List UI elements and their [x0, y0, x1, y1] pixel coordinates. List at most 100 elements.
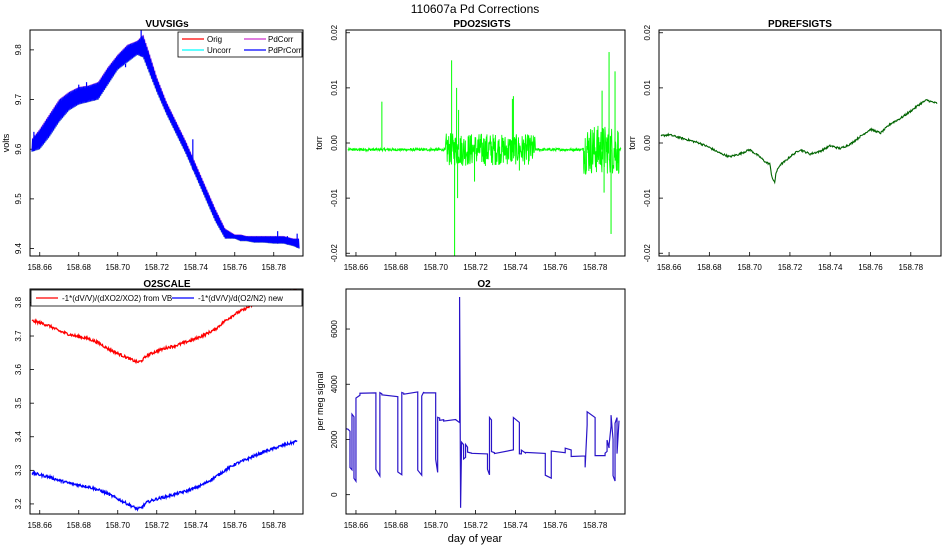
ytick-label-pdo2sigts: 0.01: [330, 80, 339, 96]
xtick-label-vuvsigs: 158.74: [184, 263, 209, 272]
legend-label-o2scale-vb: -1*(dV/V)/(dXO2/XO2) from VB: [62, 294, 172, 303]
ytick-label-pdrefsigts: -0.01: [643, 188, 652, 207]
xtick-label-vuvsigs: 158.76: [223, 263, 248, 272]
panel-pdo2sigts: PDO2SIGTS 158.66 158.68 158.70 158.72 158.74…: [314, 19, 626, 272]
legend-label-o2scale-new: -1*(dV/V)/d(O2/N2) new: [198, 294, 283, 303]
panel-title-o2: O2: [477, 279, 491, 290]
series-pdo2: [347, 125, 622, 175]
ytick-label-vuvsigs: 9.4: [14, 242, 23, 254]
figure-xlabel: day of year: [448, 533, 503, 545]
ytick-label-vuvsigs: 9.7: [14, 93, 23, 105]
panel-o2scale: O2SCALE 158.66 158.68 158.70 158.72 158.74 15…: [14, 279, 304, 530]
legend-box-vuvsigs: [177, 31, 303, 58]
panel-title-vuvsigs: VUVSIGs: [145, 19, 189, 30]
ytick-label-o2scale: 3.3: [14, 464, 23, 476]
legend-label-pdcorr: PdCorr: [268, 35, 294, 44]
ytick-label-o2scale: 3.8: [14, 296, 23, 308]
xtick-label-pdrefsigts: 158.74: [818, 263, 843, 272]
ytick-label-pdrefsigts: 0.00: [643, 135, 652, 151]
xtick-label-o2: 158.78: [583, 521, 608, 530]
xtick-label-pdo2sigts: 158.78: [583, 263, 608, 272]
ylabel-vuvsigs: volts: [1, 133, 11, 152]
xtick-label-pdrefsigts: 158.70: [737, 263, 762, 272]
legend-box-o2scale: [30, 289, 303, 307]
plot-area-vuvsigs: 158.66 158.68 158.70 158.72 158.74 158.76 158.…: [14, 30, 300, 272]
ytick-label-o2: 2000: [330, 430, 339, 448]
xtick-label-vuvsigs: 158.66: [28, 263, 53, 272]
panel-title-pdrefsigts: PDREFSIGTS: [768, 19, 832, 30]
ytick-label-vuvsigs: 9.6: [14, 143, 23, 155]
xtick-label-vuvsigs: 158.72: [145, 263, 170, 272]
xtick-label-o2scale: 158.74: [184, 521, 209, 530]
panel-title-pdo2sigts: PDO2SIGTS: [453, 19, 511, 30]
ytick-label-vuvsigs: 9.8: [14, 44, 23, 56]
xtick-label-pdo2sigts: 158.68: [384, 263, 409, 272]
xtick-label-o2: 158.74: [503, 521, 528, 530]
xtick-label-o2: 158.72: [463, 521, 488, 530]
ytick-label-pdo2sigts: -0.02: [330, 244, 339, 263]
series-orig: [31, 54, 300, 249]
xtick-label-pdrefsigts: 158.78: [899, 263, 924, 272]
plot-area-pdo2sigts: 158.66 158.68 158.70 158.72 158.74 158.76 158.…: [330, 24, 622, 272]
axes-frame-pdrefsigts: [658, 29, 942, 257]
ytick-label-o2scale: 3.2: [14, 498, 23, 510]
axes-frame-o2: [345, 288, 626, 515]
axes-frame-o2scale: [29, 288, 304, 515]
xtick-label-o2: 158.76: [543, 521, 568, 530]
xtick-label-pdo2sigts: 158.66: [344, 263, 369, 272]
plot-area-pdrefsigts: 158.66 158.68 158.70 158.72 158.74 158.76 158.…: [643, 24, 938, 272]
ytick-label-pdo2sigts: 0.00: [330, 135, 339, 151]
xtick-label-pdrefsigts: 158.76: [858, 263, 883, 272]
xtick-label-o2scale: 158.76: [223, 521, 248, 530]
xtick-label-o2scale: 158.72: [145, 521, 170, 530]
ytick-label-pdrefsigts: 0.02: [643, 24, 652, 40]
ytick-label-pdrefsigts: 0.01: [643, 80, 652, 96]
ylabel-pdrefsigts: torr: [627, 136, 637, 150]
xtick-label-vuvsigs: 158.68: [67, 263, 92, 272]
ytick-label-o2scale: 3.4: [14, 431, 23, 443]
xtick-label-o2scale: 158.70: [106, 521, 131, 530]
series-pdprcorr: [31, 35, 300, 249]
legend-label-orig: Orig: [207, 35, 222, 44]
xtick-label-pdrefsigts: 158.72: [778, 263, 803, 272]
xtick-label-o2: 158.66: [344, 521, 369, 530]
legend-label-pdprcorr: PdPrCorr: [268, 46, 302, 55]
panel-pdrefsigts: PDREFSIGTS 158.66 158.68 158.70 158.72 158.7…: [627, 19, 942, 272]
axes-frame-vuvsigs: [29, 29, 304, 257]
legend-vuvsigs: Orig Uncorr PdCorr PdPrCorr: [177, 31, 303, 58]
ytick-label-o2scale: 3.6: [14, 363, 23, 375]
xtick-label-pdrefsigts: 158.66: [657, 263, 682, 272]
ytick-label-o2: 4000: [330, 375, 339, 393]
ytick-label-o2: 0: [330, 492, 339, 497]
ytick-label-o2scale: 3.5: [14, 397, 23, 409]
plot-area-o2scale: 158.66 158.68 158.70 158.72 158.74 158.76 158.…: [14, 289, 298, 530]
figure-title: 110607a Pd Corrections: [411, 2, 540, 16]
ylabel-o2: per meg signal: [315, 371, 325, 430]
ytick-label-pdo2sigts: -0.01: [330, 188, 339, 207]
ytick-label-pdo2sigts: 0.02: [330, 24, 339, 40]
series-uncorr: [31, 54, 300, 249]
xtick-label-o2scale: 158.78: [262, 521, 287, 530]
series-o2: [346, 297, 620, 508]
xtick-label-pdo2sigts: 158.72: [463, 263, 488, 272]
axes-frame-pdo2sigts: [345, 29, 626, 257]
legend-label-uncorr: Uncorr: [207, 46, 231, 55]
series-pdref: [660, 98, 938, 185]
xtick-label-o2: 158.68: [384, 521, 409, 530]
xtick-label-pdrefsigts: 158.68: [697, 263, 722, 272]
xtick-label-pdo2sigts: 158.70: [423, 263, 448, 272]
ytick-label-pdrefsigts: -0.02: [643, 244, 652, 263]
xtick-label-o2scale: 158.68: [67, 521, 92, 530]
xtick-label-vuvsigs: 158.70: [106, 263, 131, 272]
xtick-label-vuvsigs: 158.78: [262, 263, 287, 272]
xtick-label-pdo2sigts: 158.76: [543, 263, 568, 272]
legend-o2scale: -1*(dV/V)/(dXO2/XO2) from VB -1*(dV/V)/d…: [30, 289, 303, 307]
panel-title-o2scale: O2SCALE: [143, 279, 191, 290]
ytick-label-vuvsigs: 9.5: [14, 193, 23, 205]
xtick-label-o2scale: 158.66: [28, 521, 53, 530]
ylabel-pdo2sigts: torr: [314, 136, 324, 150]
ytick-label-o2: 6000: [330, 320, 339, 338]
panel-o2: O2 158.66 158.68 158.70 158.72 158.74 158.76 1…: [315, 279, 626, 530]
xtick-label-pdo2sigts: 158.74: [503, 263, 528, 272]
